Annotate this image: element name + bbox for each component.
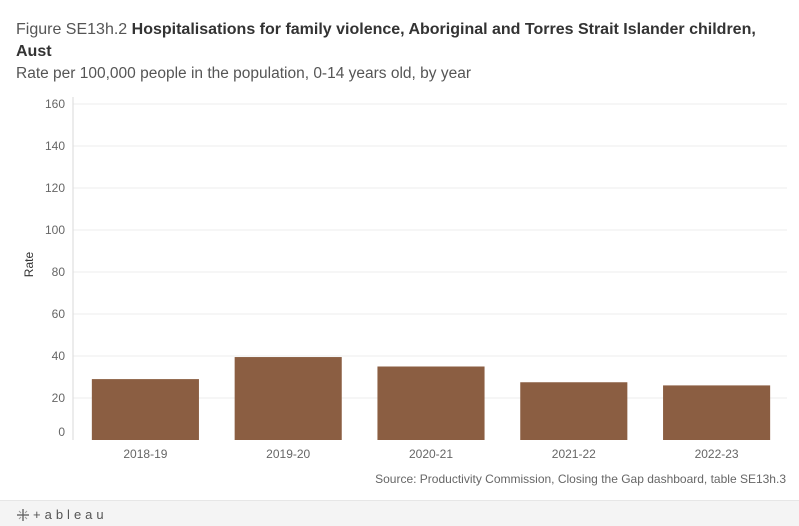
bar (377, 366, 485, 440)
y-tick-label: 60 (52, 307, 66, 321)
y-tick-label: 120 (45, 181, 65, 195)
y-tick-label: 80 (52, 265, 66, 279)
x-tick-label: 2021-22 (552, 447, 596, 461)
title-block: Figure SE13h.2 Hospitalisations for fami… (16, 19, 786, 85)
bars (91, 357, 771, 440)
bar (234, 357, 342, 440)
chart-subtitle: Rate per 100,000 people in the populatio… (16, 65, 471, 82)
bar-chart: 0 20 40 60 80 100 120 140 160 2018-19 2019-20 2020… (22, 97, 787, 461)
y-tick-label: 160 (45, 97, 65, 111)
y-tick-label: 140 (45, 139, 65, 153)
tableau-wordmark: +ableau (33, 507, 108, 522)
y-axis-ticks: 0 20 40 60 80 100 120 140 160 (45, 97, 65, 439)
x-tick-label: 2022-23 (695, 447, 739, 461)
tableau-logo[interactable]: +ableau (16, 507, 108, 522)
footer-toolbar: +ableau (0, 500, 799, 526)
figure-title: Hospitalisations for family violence, Ab… (16, 21, 756, 60)
y-tick-label: 0 (58, 425, 65, 439)
source-note: Source: Productivity Commission, Closing… (375, 472, 786, 486)
bar (91, 379, 199, 440)
x-tick-label: 2018-19 (123, 447, 167, 461)
bar (520, 382, 628, 440)
x-tick-label: 2020-21 (409, 447, 453, 461)
bar (663, 385, 771, 440)
x-axis-ticks: 2018-19 2019-20 2020-21 2021-22 2022-23 (123, 447, 739, 461)
tableau-plus-icon (17, 508, 29, 521)
chart-title: Figure SE13h.2 Hospitalisations for fami… (16, 19, 786, 63)
gridlines (73, 103, 787, 399)
y-tick-label: 40 (52, 349, 66, 363)
y-tick-label: 20 (52, 391, 66, 405)
figure-prefix: Figure SE13h.2 (16, 21, 128, 38)
x-tick-label: 2019-20 (266, 447, 310, 461)
y-tick-label: 100 (45, 223, 65, 237)
y-axis-title: Rate (22, 252, 36, 278)
